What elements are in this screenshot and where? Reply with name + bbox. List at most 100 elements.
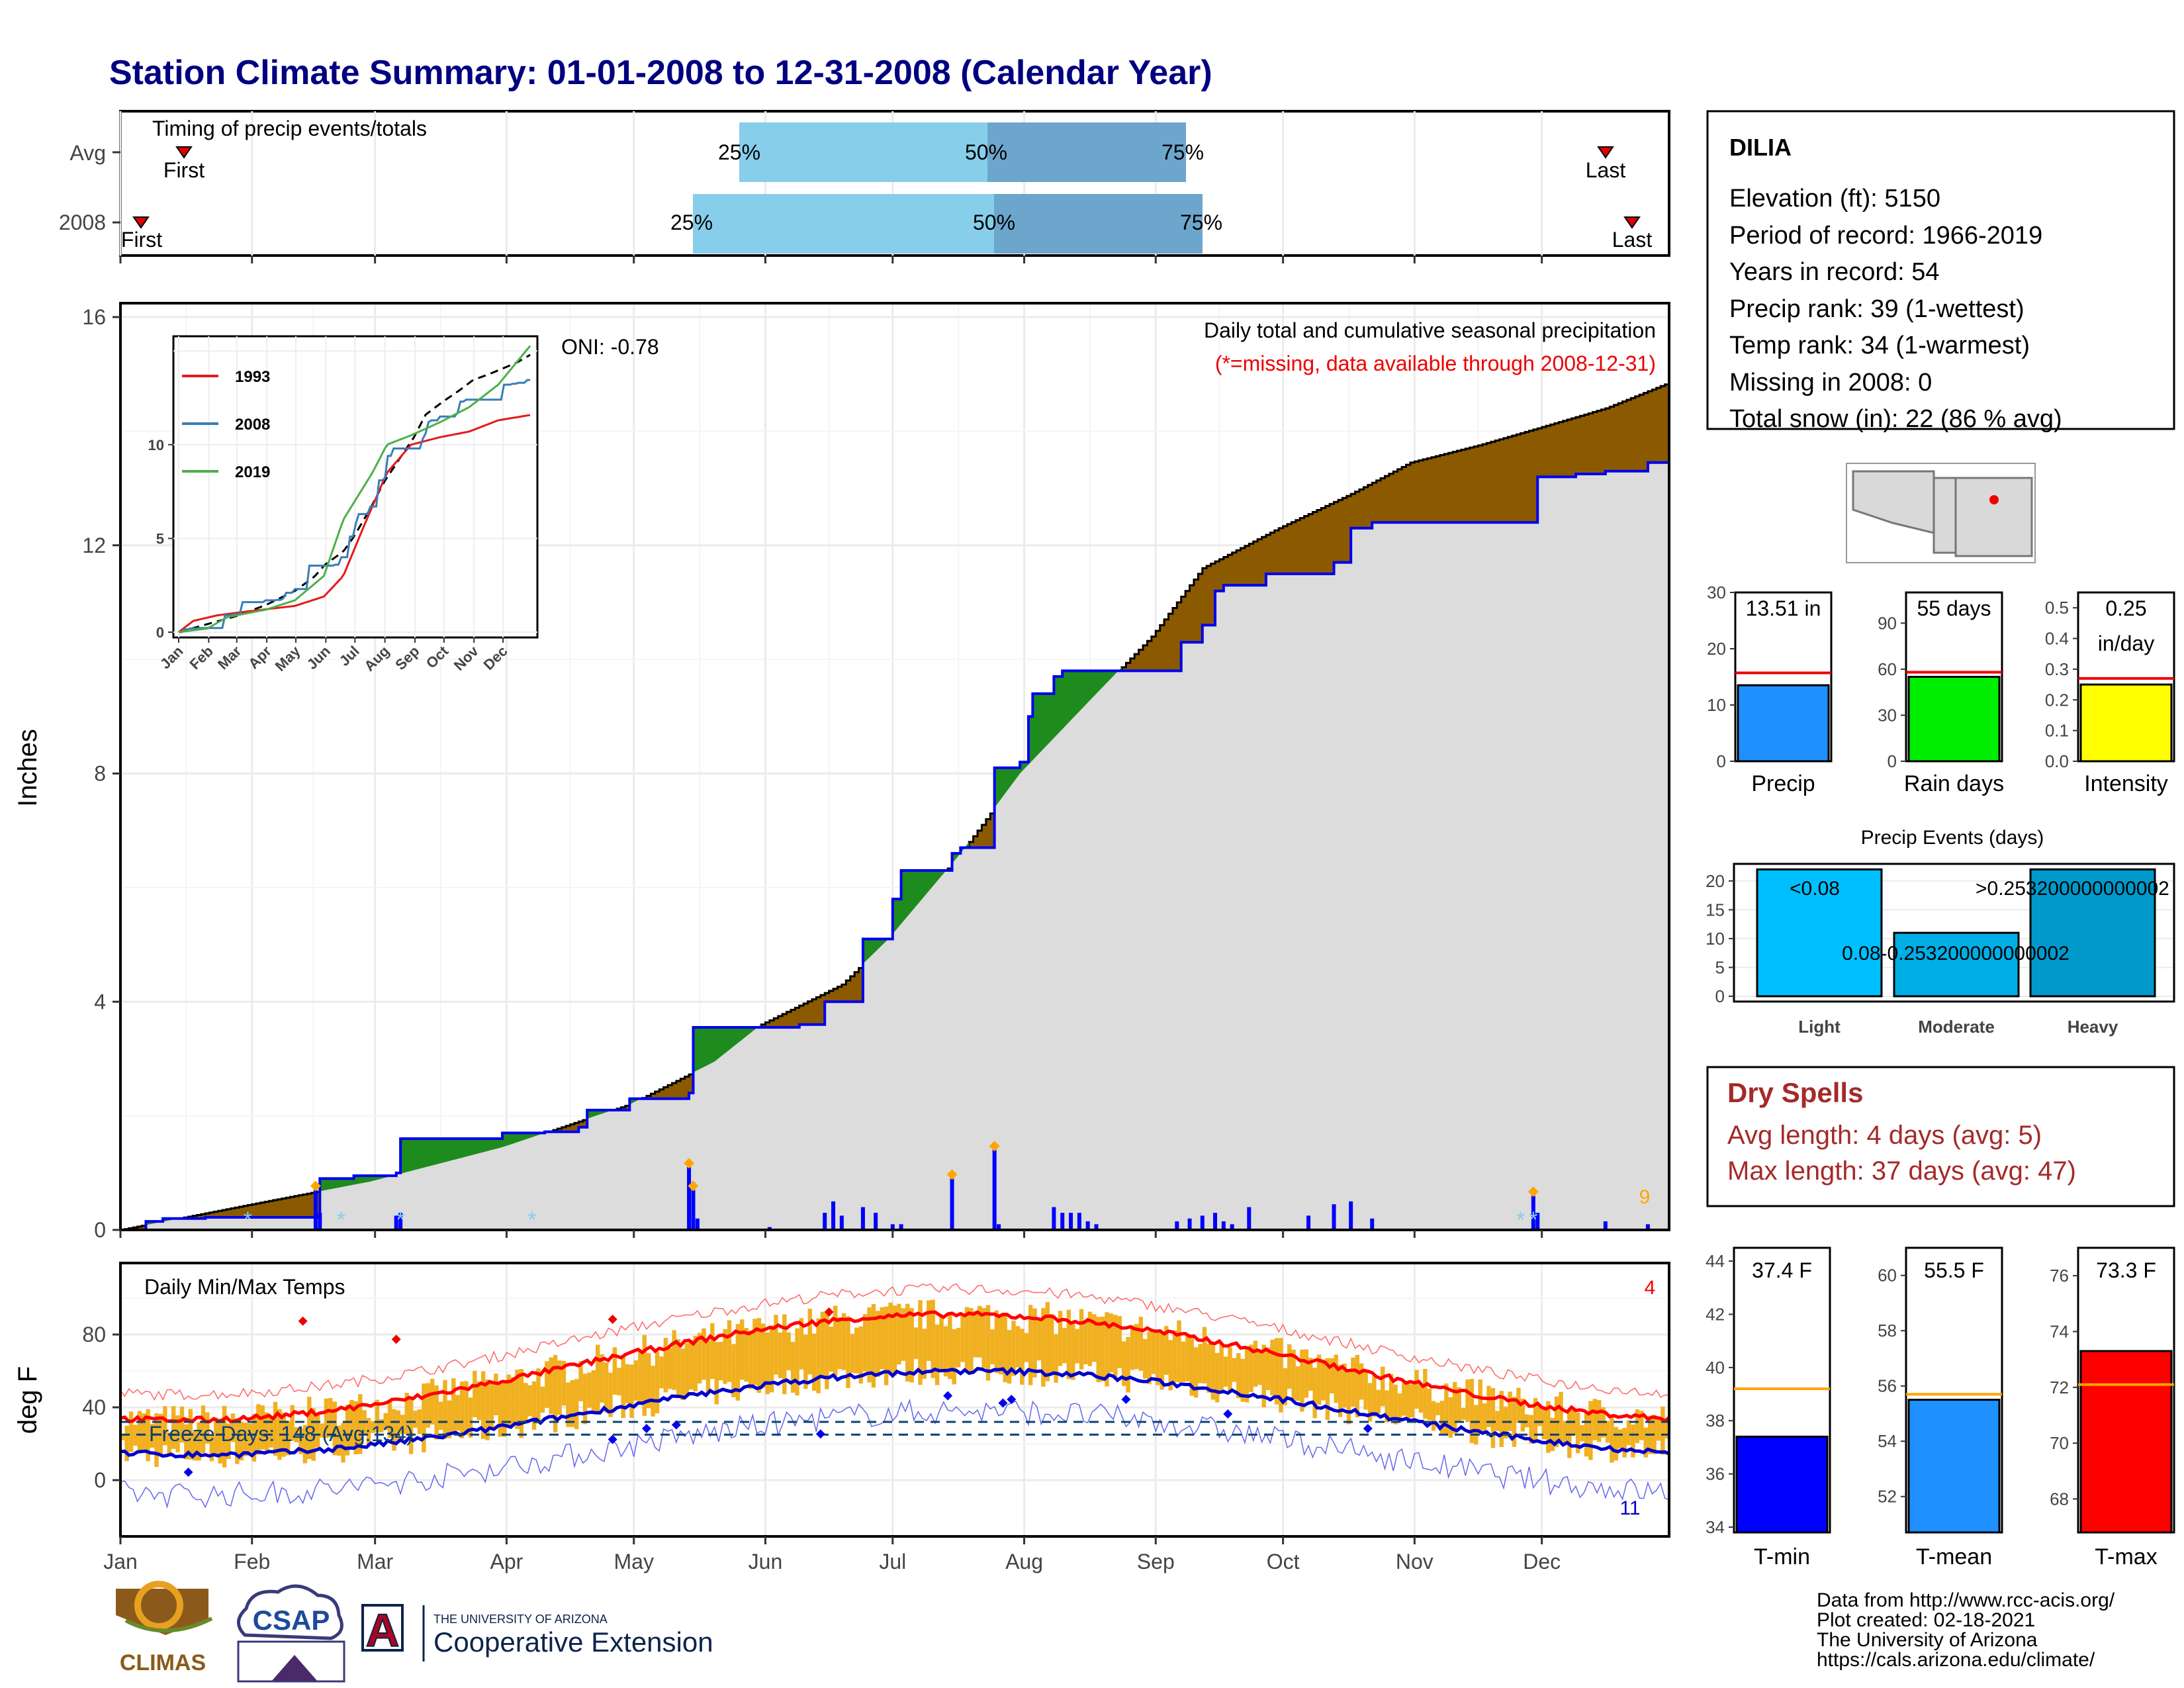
missing-marker: * — [337, 1207, 345, 1233]
events-label-light: <0.08 — [1790, 878, 1840, 900]
temp-bar-t-max: 73.3 F T-max 68 70 72 74 76 — [2050, 1246, 2175, 1570]
temp-bar-t-mean: 55.5 F T-mean 52 54 56 58 60 — [1878, 1246, 2003, 1570]
daily-temp-bar — [1580, 1425, 1584, 1442]
daily-temp-bar — [1508, 1391, 1512, 1431]
events-ytick: 20 — [1706, 871, 1725, 891]
climas-logo: CLIMAS — [116, 1581, 213, 1675]
daily-temp-bar — [1631, 1424, 1635, 1458]
daily-temp-bar — [1105, 1312, 1109, 1387]
daily-temp-bar — [1346, 1370, 1351, 1425]
daily-temp-bar — [167, 1432, 171, 1454]
daily-temp-bar — [1439, 1401, 1445, 1434]
daily-temp-bar — [531, 1381, 537, 1430]
daily-temp-bar — [146, 1409, 150, 1462]
daily-temp-bar — [969, 1307, 974, 1374]
daily-temp-bar — [519, 1369, 524, 1438]
daily-temp-bar — [307, 1397, 312, 1459]
daily-temp-bar — [1045, 1301, 1050, 1382]
daily-temp-bar — [994, 1310, 999, 1374]
daily-temp-bar — [1622, 1427, 1627, 1458]
daily-precip-bar — [1094, 1224, 1099, 1230]
credit-university: The University of Arizona — [1817, 1629, 2038, 1651]
daily-temp-bar — [1516, 1387, 1521, 1423]
daily-temp-bar — [1525, 1414, 1529, 1428]
daily-temp-bar — [345, 1404, 350, 1456]
precip-record-marker — [688, 1180, 699, 1192]
temp-bar-tick: 72 — [2050, 1378, 2069, 1397]
daily-precip-bar — [687, 1167, 692, 1230]
temp-record-low-marker — [943, 1391, 953, 1401]
temp-bar-label: T-max — [2095, 1544, 2157, 1570]
mini-bar-intensity: 0.25 in/day Intensity 0.0 0.1 0.2 0.3 0.4 0.5 — [2045, 591, 2175, 796]
events-bar-light — [1756, 868, 1883, 998]
inset-legend-label: 2019 — [235, 463, 270, 481]
daily-temp-bar — [1156, 1331, 1160, 1385]
daily-temp-bar — [978, 1305, 982, 1358]
timing-2008-p50: 50% — [973, 211, 1015, 234]
events-title: Precip Events (days) — [1861, 827, 2044, 849]
csap-logo: CSAP — [237, 1584, 345, 1683]
station-temp-rank: Temp rank: 34 (1-warmest) — [1729, 332, 2030, 359]
station-location-dot — [1989, 495, 1999, 504]
daily-precip-bar — [1052, 1207, 1056, 1230]
daily-temp-bar — [413, 1411, 418, 1428]
daily-temp-bar — [621, 1355, 625, 1419]
temp-record-high-marker — [824, 1307, 834, 1317]
daily-temp-bar — [1541, 1407, 1547, 1440]
record-min-line — [120, 1398, 1670, 1509]
dry-spells-avg: Avg length: 4 days (avg: 5) — [1727, 1121, 2042, 1150]
daily-temp-bar — [1664, 1423, 1669, 1439]
daily-temp-bar — [1020, 1329, 1024, 1385]
daily-precip-bar — [691, 1190, 696, 1230]
daily-precip-bar — [839, 1215, 844, 1230]
temp-bar-tick: 38 — [1706, 1411, 1725, 1430]
daily-temp-bar — [1639, 1411, 1644, 1440]
daily-temp-bar — [578, 1361, 583, 1401]
daily-temp-bar — [1160, 1332, 1165, 1390]
mini-bar-tick: 90 — [1878, 613, 1897, 633]
daily-temp-bar — [1151, 1329, 1156, 1374]
daily-temp-bar — [710, 1323, 715, 1380]
events-bar-moderate — [1893, 931, 2020, 998]
daily-temp-bar — [336, 1425, 341, 1456]
daily-temp-bar — [286, 1421, 291, 1456]
mini-bar-rain-days: 55 days Rain days 0 30 60 90 — [1878, 591, 2004, 796]
precip-ytick: 0 — [94, 1218, 106, 1242]
daily-temp-bar — [1164, 1326, 1169, 1375]
daily-temp-bar — [1015, 1326, 1021, 1368]
daily-temp-bar — [128, 1411, 134, 1452]
daily-precip-bar — [1187, 1218, 1192, 1230]
daily-temp-bar — [1559, 1391, 1563, 1442]
daily-temp-bar — [918, 1300, 923, 1385]
temp-bar-tick: 70 — [2050, 1433, 2069, 1453]
daily-temp-bar — [1113, 1315, 1118, 1379]
svg-text:THE UNIVERSITY OF ARIZONA: THE UNIVERSITY OF ARIZONA — [433, 1613, 608, 1626]
temp-record-low-marker — [1223, 1409, 1233, 1419]
daily-temp-bar — [646, 1353, 651, 1409]
credit-url: https://cals.arizona.edu/climate/ — [1817, 1649, 2095, 1671]
precip-ytick: 12 — [82, 534, 106, 557]
daily-precip-bar — [890, 1224, 895, 1230]
daily-temp-bar — [239, 1421, 244, 1461]
daily-temp-bar — [1474, 1405, 1479, 1445]
daily-temp-bar — [523, 1383, 528, 1423]
freeze-days-label: Freeze Days: 148 (Avg:134) — [149, 1422, 414, 1446]
temp-record-high-marker — [608, 1315, 617, 1324]
mini-bar-tick: 0.3 — [2045, 659, 2069, 679]
daily-temp-bar — [1656, 1416, 1661, 1441]
daily-temp-bar — [1465, 1379, 1470, 1423]
daily-temp-bar — [871, 1304, 876, 1388]
daily-temp-bar — [591, 1370, 596, 1414]
daily-temp-bar — [1359, 1363, 1364, 1400]
daily-temp-bar — [612, 1347, 617, 1395]
daily-temp-bar — [642, 1335, 647, 1416]
daily-temp-bar — [718, 1341, 723, 1381]
daily-temp-bar — [473, 1370, 477, 1417]
daily-temp-bar — [1338, 1364, 1343, 1417]
timing-row-avg: Avg — [69, 141, 106, 165]
precip-caption-2: (*=missing, data available through 2008-… — [1215, 352, 1656, 375]
daily-temp-bar — [1054, 1334, 1058, 1383]
daily-temp-bar — [1520, 1398, 1525, 1432]
